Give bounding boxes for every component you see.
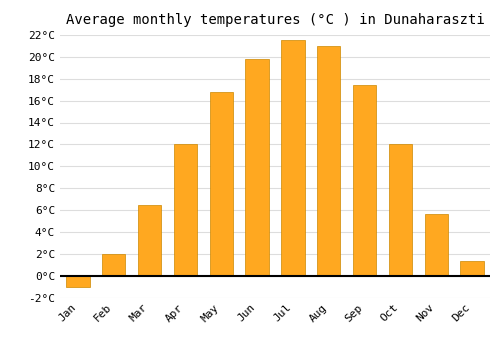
Bar xyxy=(389,144,412,276)
Bar xyxy=(424,214,448,276)
Bar xyxy=(66,276,90,287)
Bar xyxy=(282,41,304,276)
Bar xyxy=(210,92,233,276)
Bar xyxy=(102,254,126,276)
Title: Average monthly temperatures (°C ) in Dunaharaszti: Average monthly temperatures (°C ) in Du… xyxy=(66,13,484,27)
Bar xyxy=(138,204,161,276)
Bar xyxy=(174,144,197,276)
Bar xyxy=(317,46,340,276)
Bar xyxy=(246,59,268,276)
Bar xyxy=(353,85,376,276)
Bar xyxy=(460,261,483,276)
